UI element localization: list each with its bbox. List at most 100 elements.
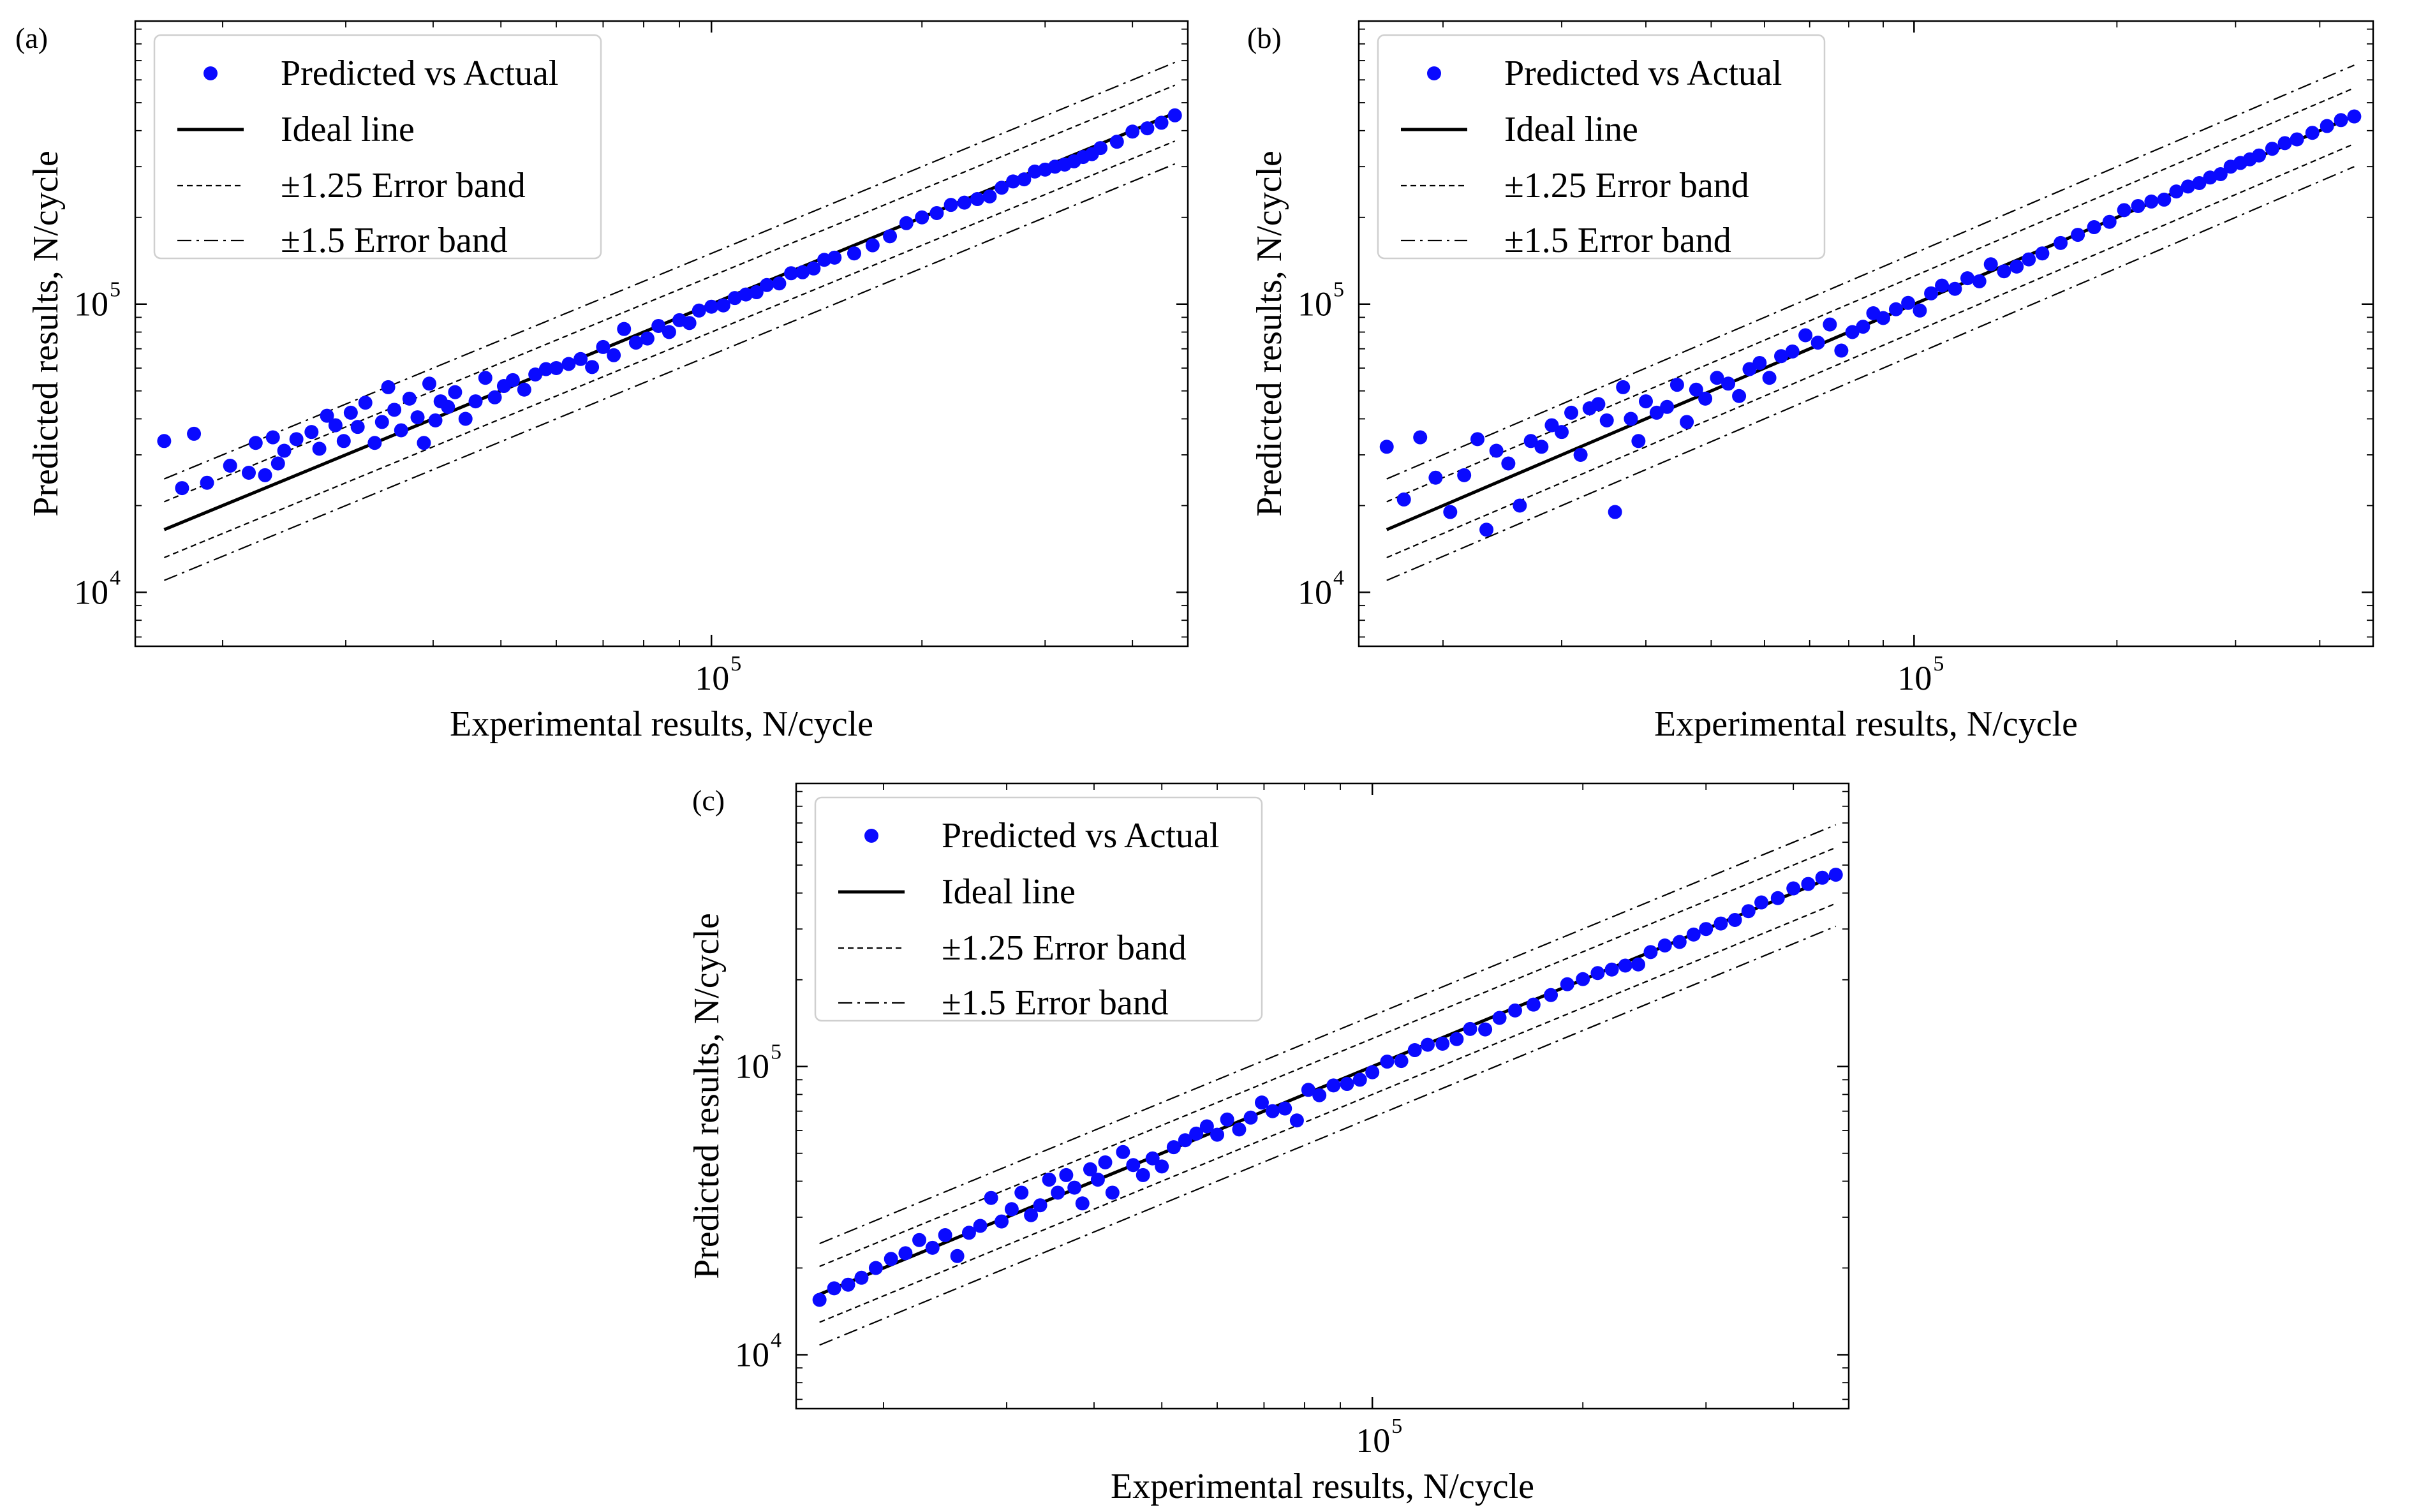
data-point bbox=[2252, 148, 2267, 163]
data-point bbox=[662, 325, 676, 339]
data-point bbox=[929, 205, 944, 220]
data-point bbox=[270, 456, 285, 471]
data-point bbox=[628, 336, 643, 350]
legend-label-ideal: Ideal line bbox=[1504, 110, 1638, 149]
data-point bbox=[2131, 198, 2145, 213]
legend: Predicted vs Actual Ideal line ±1.25 Error… bbox=[814, 796, 1263, 1023]
data-point bbox=[1312, 1088, 1327, 1102]
data-point bbox=[1126, 1158, 1141, 1173]
data-point bbox=[1083, 1162, 1097, 1176]
x-tick-label: 10 bbox=[695, 659, 729, 697]
data-point bbox=[1669, 378, 1684, 392]
data-point bbox=[1544, 988, 1558, 1002]
data-point bbox=[505, 373, 520, 387]
x-axis-label: Experimental results, N/cycle bbox=[1654, 704, 2078, 744]
data-point bbox=[2192, 176, 2207, 191]
axes-frame bbox=[134, 20, 1189, 648]
data-point bbox=[1326, 1078, 1341, 1093]
y-tick-exponent: 4 bbox=[771, 1328, 781, 1352]
legend-label-ideal: Ideal line bbox=[942, 872, 1076, 912]
data-point bbox=[1770, 891, 1785, 905]
data-point bbox=[1699, 922, 1714, 937]
data-point bbox=[1924, 286, 1939, 300]
data-point bbox=[2035, 246, 2050, 261]
data-point bbox=[1413, 430, 1428, 445]
data-point bbox=[1573, 447, 1588, 462]
data-point bbox=[2305, 126, 2320, 140]
data-point bbox=[574, 352, 588, 366]
data-point bbox=[1004, 1202, 1019, 1217]
data-point bbox=[1564, 405, 1579, 420]
data-point bbox=[1024, 1208, 1039, 1222]
data-point bbox=[1618, 958, 1632, 973]
data-point bbox=[1544, 418, 1559, 433]
data-point bbox=[1845, 325, 1860, 339]
data-point bbox=[1167, 108, 1182, 122]
data-point bbox=[1526, 997, 1541, 1012]
data-point bbox=[827, 1281, 841, 1296]
data-point bbox=[1017, 172, 1032, 187]
data-point bbox=[1689, 382, 1703, 397]
data-point bbox=[970, 192, 984, 207]
data-point bbox=[328, 418, 343, 433]
data-point bbox=[925, 1240, 940, 1255]
data-point bbox=[1631, 434, 1646, 448]
data-point bbox=[2117, 203, 2131, 218]
data-point bbox=[806, 261, 821, 276]
x-tick-label: 10 bbox=[1897, 659, 1932, 697]
data-point bbox=[1042, 1173, 1056, 1187]
data-point bbox=[912, 1233, 927, 1247]
data-point bbox=[417, 436, 431, 450]
data-point bbox=[1624, 411, 1638, 426]
data-point bbox=[1210, 1127, 1224, 1142]
y-tick-label: 10 bbox=[1298, 285, 1332, 323]
error-band-1-5-lower bbox=[163, 163, 1176, 581]
error-band-1-25-upper bbox=[1386, 87, 2355, 503]
data-point bbox=[749, 285, 764, 300]
data-point bbox=[428, 413, 443, 427]
data-point bbox=[528, 367, 543, 382]
legend: Predicted vs Actual Ideal line ±1.25 Error… bbox=[153, 34, 602, 260]
data-point bbox=[868, 1261, 883, 1275]
data-point bbox=[617, 322, 632, 336]
data-point bbox=[1278, 1101, 1292, 1116]
data-point bbox=[1604, 962, 1619, 977]
data-point bbox=[468, 394, 483, 409]
data-point bbox=[984, 1190, 998, 1205]
scatter-series bbox=[1379, 109, 2362, 537]
data-point bbox=[1189, 1126, 1204, 1141]
data-point bbox=[1014, 1185, 1029, 1200]
data-point bbox=[304, 425, 319, 440]
data-point bbox=[1105, 1185, 1120, 1200]
y-tick-label: 10 bbox=[735, 1048, 769, 1086]
legend-label-band15: ±1.5 Error band bbox=[942, 983, 1169, 1023]
data-point bbox=[796, 265, 810, 279]
minor-ticks bbox=[796, 783, 1849, 1409]
data-point bbox=[1815, 870, 1830, 885]
data-point bbox=[1166, 1140, 1181, 1155]
data-point bbox=[1340, 1077, 1354, 1092]
legend: Predicted vs Actual Ideal line ±1.25 Error… bbox=[1377, 34, 1826, 260]
error-band-1-25-lower bbox=[1386, 143, 2355, 559]
data-point bbox=[1470, 432, 1485, 447]
data-point bbox=[1834, 343, 1849, 358]
data-point bbox=[1380, 1055, 1395, 1069]
legend-label-band125: ±1.25 Error band bbox=[1504, 166, 1749, 205]
data-point bbox=[1960, 271, 1974, 286]
data-point bbox=[640, 331, 655, 346]
data-point bbox=[367, 436, 382, 450]
data-point bbox=[1093, 141, 1108, 156]
data-point bbox=[1972, 274, 1987, 288]
data-point bbox=[448, 385, 463, 399]
data-point bbox=[1660, 399, 1675, 414]
data-point bbox=[1075, 1196, 1090, 1211]
data-point bbox=[1449, 1032, 1464, 1046]
data-point bbox=[1379, 440, 1394, 454]
data-point bbox=[410, 410, 425, 425]
data-point bbox=[2022, 252, 2036, 267]
data-point bbox=[1178, 1133, 1192, 1148]
data-point bbox=[1301, 1083, 1315, 1097]
data-point bbox=[1492, 1011, 1507, 1025]
error-band-1-5-upper bbox=[1386, 64, 2355, 480]
